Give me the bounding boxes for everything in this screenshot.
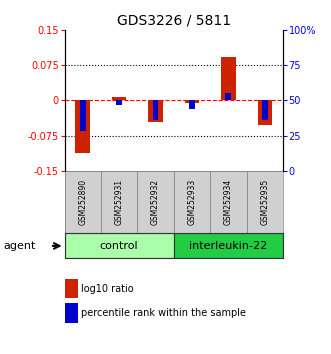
Text: control: control — [100, 241, 138, 251]
Bar — [153, 101, 159, 120]
Bar — [112, 97, 126, 101]
Bar — [116, 101, 122, 105]
Text: GSM252890: GSM252890 — [78, 179, 87, 225]
Bar — [75, 101, 90, 153]
Text: agent: agent — [3, 241, 36, 251]
Bar — [225, 93, 231, 101]
FancyBboxPatch shape — [65, 171, 101, 233]
FancyBboxPatch shape — [174, 233, 283, 258]
Bar — [148, 101, 163, 122]
Text: GSM252931: GSM252931 — [115, 179, 124, 225]
FancyBboxPatch shape — [65, 233, 174, 258]
FancyBboxPatch shape — [137, 171, 174, 233]
Bar — [80, 101, 86, 131]
Text: percentile rank within the sample: percentile rank within the sample — [81, 308, 246, 318]
FancyBboxPatch shape — [101, 171, 137, 233]
Text: GSM252933: GSM252933 — [187, 179, 197, 225]
Bar — [262, 101, 268, 120]
Bar — [185, 101, 199, 103]
Bar — [258, 101, 272, 125]
Text: GSM252935: GSM252935 — [260, 179, 269, 225]
Bar — [221, 57, 236, 101]
Text: GSM252934: GSM252934 — [224, 179, 233, 225]
FancyBboxPatch shape — [247, 171, 283, 233]
FancyBboxPatch shape — [174, 171, 210, 233]
Text: interleukin-22: interleukin-22 — [189, 241, 267, 251]
Bar — [189, 101, 195, 109]
Text: log10 ratio: log10 ratio — [81, 284, 134, 293]
Text: GSM252932: GSM252932 — [151, 179, 160, 225]
FancyBboxPatch shape — [210, 171, 247, 233]
Title: GDS3226 / 5811: GDS3226 / 5811 — [117, 13, 231, 28]
